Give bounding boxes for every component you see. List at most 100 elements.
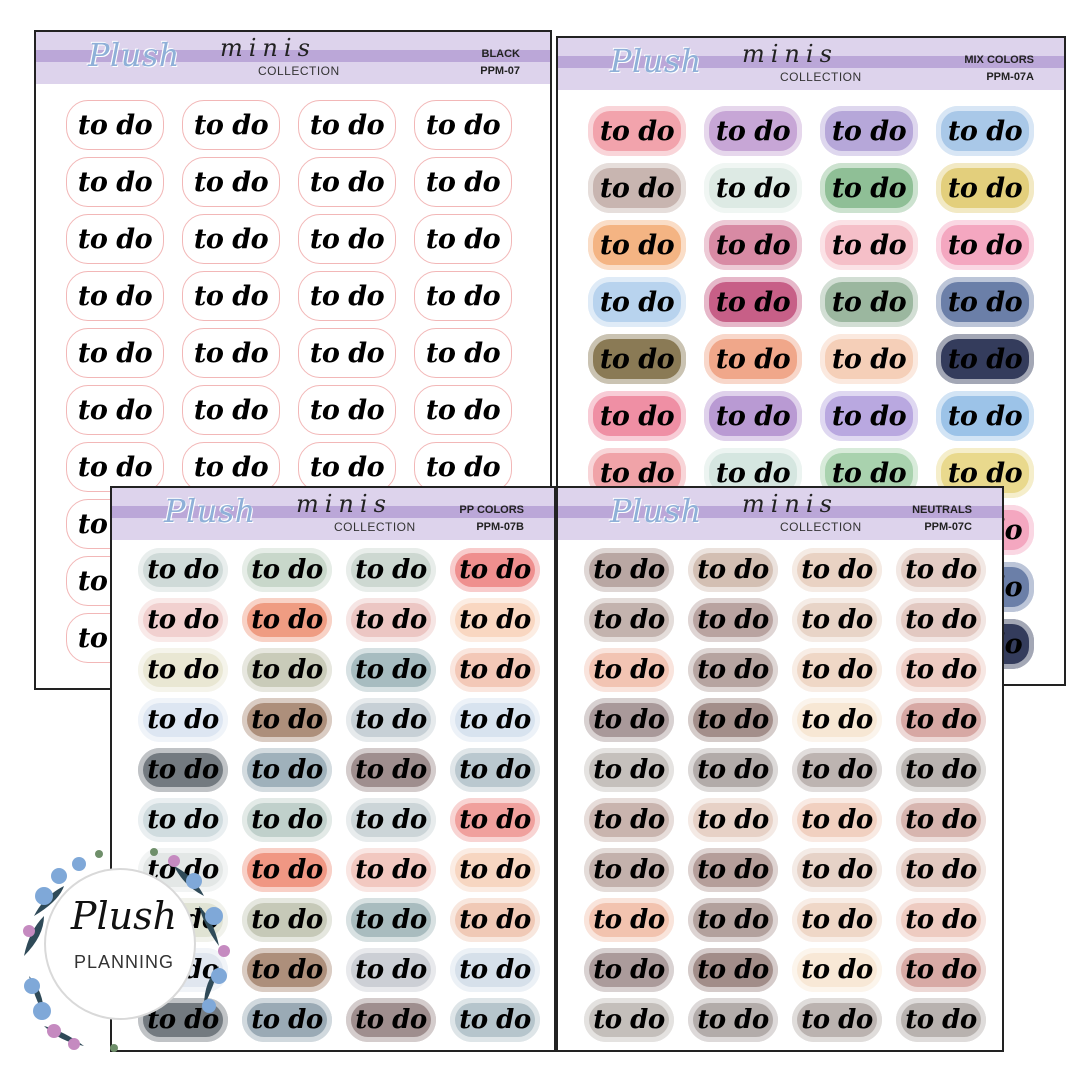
to-do-sticker: to do [414,442,512,492]
to-do-sticker: to do [242,898,332,942]
to-do-sticker: to do [896,998,986,1042]
plush-logo: Plush [164,492,256,530]
to-do-sticker: to do [182,157,280,207]
to-do-sticker: to do [584,848,674,892]
plush-logo: Plush [610,492,702,530]
to-do-sticker: to do [896,898,986,942]
to-do-sticker: to do [182,100,280,150]
to-do-sticker: to do [138,648,228,692]
to-do-sticker: to do [584,748,674,792]
header-stripe [112,506,554,518]
variant-label: PP COLORS PPM-07B [459,502,524,536]
to-do-sticker: to do [298,100,396,150]
to-do-sticker: to do [66,214,164,264]
plush-logo: Plush [88,36,180,74]
badge-subtitle: PLANNING [73,952,175,972]
to-do-sticker: to do [688,998,778,1042]
to-do-sticker: to do [588,334,686,384]
to-do-sticker: to do [66,100,164,150]
to-do-sticker: to do [182,385,280,435]
variant-color-name: MIX COLORS [964,54,1034,66]
to-do-sticker: to do [704,277,802,327]
to-do-sticker: to do [298,271,396,321]
to-do-sticker: to do [588,106,686,156]
to-do-sticker: to do [346,848,436,892]
header-stripe [558,506,1002,518]
collection-label: COLLECTION [780,70,862,84]
to-do-sticker: to do [704,220,802,270]
to-do-sticker: to do [896,748,986,792]
variant-label: BLACK PPM-07 [480,46,520,80]
to-do-sticker: to do [242,798,332,842]
to-do-sticker: to do [450,848,540,892]
to-do-sticker: to do [182,214,280,264]
to-do-sticker: to do [792,648,882,692]
to-do-sticker: to do [414,271,512,321]
to-do-sticker: to do [792,848,882,892]
to-do-sticker: to do [298,214,396,264]
to-do-sticker: to do [936,106,1034,156]
to-do-sticker: to do [414,385,512,435]
floral-wreath-icon [23,848,230,1052]
to-do-sticker: to do [792,598,882,642]
to-do-sticker: to do [936,391,1034,441]
to-do-sticker: to do [298,157,396,207]
to-do-sticker: to do [584,898,674,942]
to-do-sticker: to do [688,548,778,592]
to-do-sticker: to do [704,106,802,156]
to-do-sticker: to do [66,157,164,207]
plush-planning-badge [44,868,196,1020]
to-do-sticker: to do [792,748,882,792]
to-do-sticker: to do [588,220,686,270]
sheet-header: Plush minis COLLECTION MIX COLORS PPM-07A [558,38,1064,90]
to-do-sticker: to do [688,948,778,992]
to-do-sticker: to do [346,798,436,842]
to-do-sticker: to do [242,598,332,642]
to-do-sticker: to do [820,277,918,327]
to-do-sticker: to do [688,648,778,692]
to-do-sticker: to do [450,948,540,992]
to-do-sticker: to do [450,898,540,942]
to-do-sticker: to do [896,648,986,692]
variant-color-name: PP COLORS [459,504,524,516]
to-do-sticker: to do [820,106,918,156]
to-do-sticker: to do [820,334,918,384]
to-do-sticker: to do [704,163,802,213]
to-do-sticker: to do [242,948,332,992]
to-do-sticker: to do [346,548,436,592]
to-do-sticker: to do [66,328,164,378]
sheet-neutrals: Plush minis COLLECTION NEUTRALS PPM-07C to do… [556,486,1004,1052]
to-do-sticker: to do [450,998,540,1042]
to-do-sticker: to do [138,748,228,792]
to-do-sticker: to do [242,748,332,792]
to-do-sticker: to do [182,271,280,321]
to-do-sticker: to do [346,998,436,1042]
to-do-sticker: to do [792,548,882,592]
to-do-sticker: to do [242,998,332,1042]
to-do-sticker: to do [584,998,674,1042]
variant-color-name: NEUTRALS [912,504,972,516]
to-do-sticker: to do [182,328,280,378]
to-do-sticker: to do [896,948,986,992]
variant-code: PPM-07B [476,521,524,533]
to-do-sticker: to do [242,548,332,592]
to-do-sticker: to do [66,442,164,492]
to-do-sticker: to do [450,548,540,592]
to-do-sticker: to do [584,798,674,842]
to-do-sticker: to do [820,220,918,270]
to-do-sticker: to do [584,548,674,592]
to-do-sticker: to do [896,598,986,642]
to-do-sticker: to do [688,898,778,942]
to-do-sticker: to do [792,948,882,992]
to-do-sticker: to do [584,948,674,992]
to-do-sticker: to do [588,391,686,441]
badge-logo-text: Plush [70,894,178,938]
to-do-sticker: to do [584,648,674,692]
to-do-sticker: to do [704,334,802,384]
to-do-sticker: to do [138,698,228,742]
to-do-sticker: to do [792,998,882,1042]
to-do-sticker: to do [242,648,332,692]
minis-title: minis [220,34,316,62]
to-do-sticker: to do [936,334,1034,384]
plush-logo: Plush [610,42,702,80]
